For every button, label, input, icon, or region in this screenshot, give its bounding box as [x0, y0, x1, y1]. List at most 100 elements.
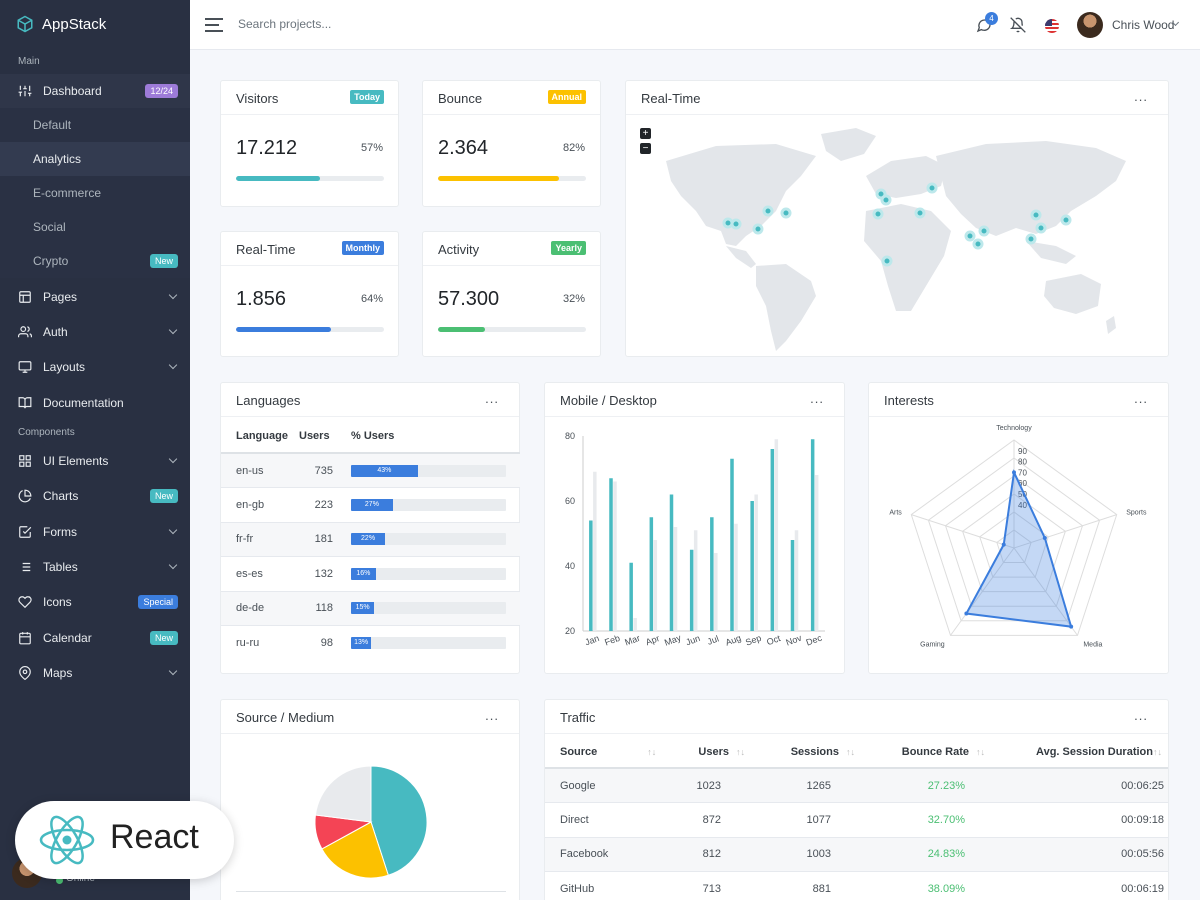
hamburger-menu-icon[interactable] — [205, 18, 223, 36]
us-flag-icon[interactable] — [1045, 19, 1059, 33]
percent-bar-fill: 43% — [351, 464, 418, 477]
column-header-users[interactable]: Users ↑↓ — [665, 736, 745, 769]
user-name[interactable]: Chris Wood — [1112, 18, 1175, 32]
table-row: es-es 132 16% — [221, 556, 520, 591]
table-row: en-us 735 43% — [221, 452, 520, 488]
sidebar-sub-default[interactable]: Default — [0, 108, 190, 142]
world-map[interactable] — [626, 116, 1170, 356]
sidebar-item-charts[interactable]: Charts New — [0, 479, 190, 513]
sidebar-item-ui-elements[interactable]: UI Elements — [0, 444, 190, 478]
duration-cell: 00:06:19 — [985, 871, 1168, 900]
sidebar-sub-crypto[interactable]: Crypto New — [0, 244, 190, 278]
brand[interactable]: AppStack — [16, 15, 106, 33]
map-marker — [762, 205, 774, 217]
stat-progress-bar — [236, 176, 384, 181]
sidebar-item-dashboard[interactable]: Dashboard 12/24 — [0, 74, 190, 108]
sidebar-item-calendar[interactable]: Calendar New — [0, 621, 190, 655]
map-zoom-in-button[interactable]: + — [640, 128, 651, 139]
column-header: Language — [221, 420, 299, 454]
sort-icon: ↑↓ — [846, 746, 855, 757]
sidebar-sub-ecommerce[interactable]: E-commerce — [0, 176, 190, 210]
map-marker — [872, 208, 884, 220]
more-options-icon[interactable]: ... — [485, 708, 499, 723]
stat-badge: Today — [350, 90, 384, 104]
duration-cell: 00:05:56 — [985, 836, 1168, 872]
bar — [693, 530, 698, 631]
radar-axis-label: Sports — [1126, 510, 1147, 517]
column-header-avg-session-duration[interactable]: Avg. Session Duration↑↓ — [985, 736, 1168, 769]
heart-icon — [18, 595, 32, 609]
chevron-down-icon — [168, 454, 178, 464]
sidebar-item-pages[interactable]: Pages — [0, 280, 190, 314]
sidebar-item-auth[interactable]: Auth — [0, 315, 190, 349]
stat-badge: Yearly — [551, 241, 586, 255]
icons-badge: Special — [138, 595, 178, 609]
bar — [673, 527, 678, 631]
map-marker — [972, 238, 984, 250]
search-input[interactable] — [238, 17, 438, 31]
x-tick-label: Nov — [784, 633, 803, 648]
sidebar-item-forms[interactable]: Forms — [0, 515, 190, 549]
percent-cell: 15% — [351, 590, 520, 626]
stat-progress-bar — [438, 327, 586, 332]
source-medium-pie-chart[interactable] — [221, 736, 521, 900]
chevron-down-icon — [168, 360, 178, 370]
sidebar-item-label: Charts — [43, 489, 79, 503]
map-central-america — [726, 246, 756, 268]
sidebar-item-documentation[interactable]: Documentation — [0, 386, 190, 420]
pie-slice — [314, 765, 372, 823]
user-avatar[interactable] — [1077, 12, 1103, 38]
sidebar-sub-analytics[interactable]: Analytics — [0, 142, 190, 176]
more-options-icon[interactable]: ... — [1134, 391, 1148, 406]
bell-off-icon[interactable] — [1010, 17, 1026, 33]
sidebar-item-tables[interactable]: Tables — [0, 550, 190, 584]
more-options-icon[interactable]: ... — [485, 391, 499, 406]
y-tick-label: 60 — [565, 496, 575, 506]
stat-title: Visitors — [236, 91, 279, 106]
bar — [774, 439, 779, 631]
monitor-icon — [18, 360, 32, 374]
map-zoom-out-button[interactable]: − — [640, 143, 651, 154]
sidebar-item-layouts[interactable]: Layouts — [0, 350, 190, 384]
stat-progress-fill — [438, 176, 560, 181]
mobile-desktop-bar-chart[interactable]: 20 40 60 80 Jan Feb Mar Apr May Jun Jul Aug Sep Oct No… — [545, 418, 845, 673]
sidebar-item-icons[interactable]: Icons Special — [0, 585, 190, 619]
map-greenland — [821, 128, 876, 161]
sidebar-item-label: Auth — [43, 325, 68, 339]
table-row: fr-fr 181 22% — [221, 521, 520, 557]
card-title: Languages — [236, 393, 301, 408]
sidebar-sub-label: Social — [33, 220, 66, 234]
x-tick-label: Jun — [684, 633, 701, 647]
sidebar-item-label: Icons — [43, 595, 72, 609]
box-logo-icon — [17, 15, 33, 33]
source-cell: GitHub — [545, 871, 665, 900]
list-icon — [18, 560, 32, 574]
column-header-sessions[interactable]: Sessions ↑↓ — [745, 736, 855, 769]
card-title: Mobile / Desktop — [560, 393, 657, 408]
users-cell: 735 — [299, 452, 351, 488]
interests-radar-chart[interactable]: Technology Sports Media Gaming Arts 40 50 60 708… — [869, 418, 1169, 673]
more-options-icon[interactable]: ... — [1134, 708, 1148, 723]
map-north-america — [666, 144, 816, 246]
chevron-down-icon — [168, 560, 178, 570]
more-options-icon[interactable]: ... — [1134, 89, 1148, 104]
more-options-icon[interactable]: ... — [810, 391, 824, 406]
chevron-down-icon — [168, 666, 178, 676]
stat-progress-bar — [438, 176, 586, 181]
language-cell: fr-fr — [221, 521, 299, 557]
map-europe — [866, 156, 946, 198]
bounce-rate-cell: 32.70% — [855, 802, 985, 837]
radar-axis-line — [911, 514, 1015, 549]
sessions-cell: 881 — [745, 871, 855, 900]
notification-count-badge: 4 — [985, 12, 998, 25]
map-pin-icon — [18, 666, 32, 680]
users-cell: 872 — [665, 802, 745, 837]
react-logo-icon — [39, 815, 95, 865]
sort-icon: ↑↓ — [976, 746, 985, 757]
column-header-bounce-rate[interactable]: Bounce Rate ↑↓ — [855, 736, 985, 769]
sidebar-item-maps[interactable]: Maps — [0, 656, 190, 690]
percent-bar-fill: 15% — [351, 602, 375, 615]
column-header-source[interactable]: Source ↑↓ — [545, 736, 665, 769]
interests-card: Interests ... Technology Sports Media Gamin… — [868, 382, 1169, 674]
sidebar-sub-social[interactable]: Social — [0, 210, 190, 244]
